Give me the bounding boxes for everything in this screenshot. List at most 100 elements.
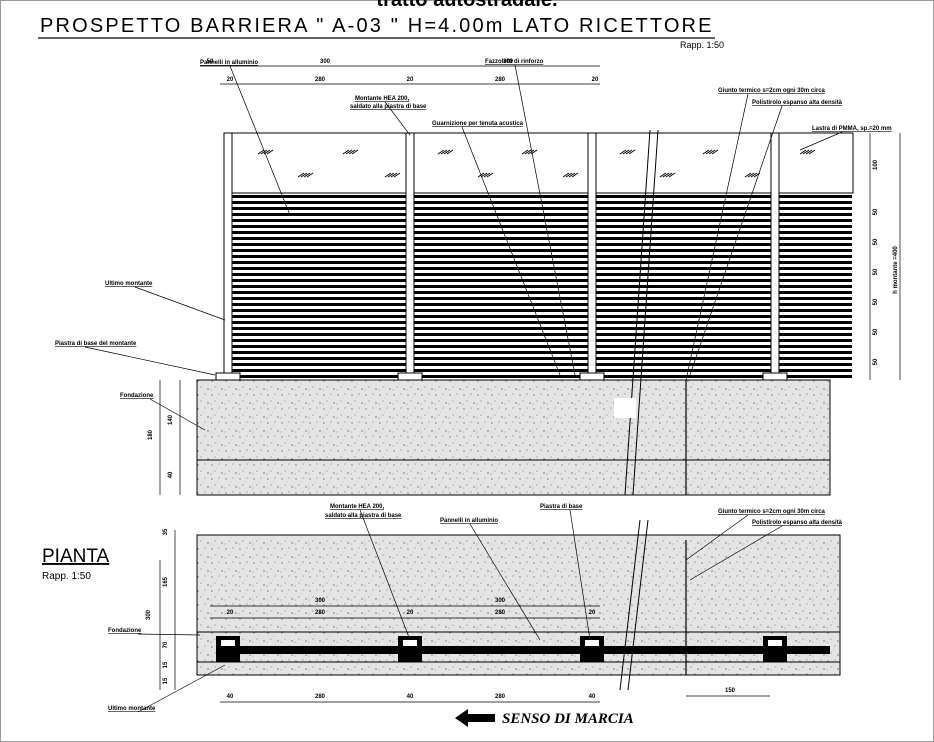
dimension: 20 xyxy=(407,610,414,616)
slat xyxy=(232,213,852,216)
slat xyxy=(232,243,852,246)
slat xyxy=(232,333,852,336)
slat xyxy=(232,309,852,312)
slat xyxy=(232,255,852,258)
dimension: 50 xyxy=(873,208,879,215)
callout-label: Ultimo montante xyxy=(105,281,153,287)
dimension: 300 xyxy=(503,59,514,65)
break-mask xyxy=(614,398,636,418)
slat xyxy=(232,375,852,378)
post xyxy=(406,133,414,380)
slat xyxy=(232,267,852,270)
callout-label: Polistirolo espanso alta densità xyxy=(752,100,843,106)
plan-post-core xyxy=(585,640,599,646)
dimension: 280 xyxy=(315,77,326,83)
dimension: 100 xyxy=(873,159,879,170)
dimension: 50 xyxy=(873,328,879,335)
slat xyxy=(232,237,852,240)
slat xyxy=(232,339,852,342)
post xyxy=(224,133,232,380)
callout-label: Fondazione xyxy=(108,628,142,634)
callout-label: Guarnizione per tenuta acustica xyxy=(432,121,524,127)
dimension: 180 xyxy=(148,429,154,440)
callout-label: Lastra di PMMA, sp.=20 mm xyxy=(812,126,892,132)
dimension: 20 xyxy=(589,610,596,616)
callout-label: Giunto termico s=2cm ogni 30m circa xyxy=(718,509,826,515)
dimension: 280 xyxy=(495,694,506,700)
plan-post xyxy=(216,636,240,662)
slat xyxy=(232,363,852,366)
slat xyxy=(232,261,852,264)
dimension: 20 xyxy=(227,610,234,616)
cut-text: tratto autostradale. xyxy=(376,0,557,11)
dimension: 300 xyxy=(315,598,326,604)
plan-post-core xyxy=(768,640,782,646)
drawing: tratto autostradale. PROSPETTO BARRIERA "… xyxy=(0,0,934,742)
callout-label: Montante HEA 200, xyxy=(330,504,384,510)
slat xyxy=(232,303,852,306)
dimension: 35 xyxy=(163,528,169,535)
callout-label: Piastra di base del montante xyxy=(55,341,137,347)
dimension: 40 xyxy=(407,694,414,700)
dimension: 20 xyxy=(407,77,414,83)
dimension: 15 xyxy=(163,661,169,668)
slat xyxy=(232,291,852,294)
scale: Rapp. 1:50 xyxy=(680,40,724,50)
callout-label: Fondazione xyxy=(120,393,154,399)
slat xyxy=(232,285,852,288)
title: PROSPETTO BARRIERA " A-03 " H=4.00m LATO… xyxy=(40,15,712,37)
slat xyxy=(232,279,852,282)
callout-label: Piastra di base xyxy=(540,504,583,510)
plan-post xyxy=(580,636,604,662)
base-plate xyxy=(580,373,604,380)
direction-label: SENSO DI MARCIA xyxy=(502,711,634,727)
slat xyxy=(232,195,852,198)
height-label: h montante =400 xyxy=(893,246,899,294)
post xyxy=(771,133,779,380)
dimension: 50 xyxy=(873,268,879,275)
callout-label: Montante HEA 200, xyxy=(355,96,409,102)
base-plate xyxy=(763,373,787,380)
slat xyxy=(232,225,852,228)
callout-label: Giunto termico s=2cm ogni 30m circa xyxy=(718,88,826,94)
callout-label: Pannelli in alluminio xyxy=(440,518,498,524)
callout-label: Ultimo montante xyxy=(108,706,156,712)
dimension: 70 xyxy=(163,641,169,648)
slat xyxy=(232,345,852,348)
slat xyxy=(232,273,852,276)
plan-post-core xyxy=(403,640,417,646)
plan-post-core xyxy=(221,640,235,646)
dimension: 50 xyxy=(873,238,879,245)
dimension: 50 xyxy=(873,298,879,305)
plan-title: PIANTA xyxy=(42,546,110,567)
post xyxy=(588,133,596,380)
dimension: 300 xyxy=(320,59,331,65)
callout-label: Fazzoletti di rinforzo xyxy=(485,59,544,65)
callout-label: saldato alla piastra di base xyxy=(325,513,402,519)
plan-scale: Rapp. 1:50 xyxy=(42,571,91,582)
dimension: 280 xyxy=(495,610,506,616)
dimension: 280 xyxy=(495,77,506,83)
dimension: 40 xyxy=(589,694,596,700)
slat xyxy=(232,249,852,252)
dimension: 20 xyxy=(227,77,234,83)
dimension: 40 xyxy=(168,471,174,478)
dimension: 50 xyxy=(873,358,879,365)
base-plate xyxy=(398,373,422,380)
slat xyxy=(232,369,852,372)
dimension: 150 xyxy=(725,688,736,694)
slat xyxy=(232,315,852,318)
dimension: 40 xyxy=(227,694,234,700)
slat xyxy=(232,321,852,324)
slat xyxy=(232,231,852,234)
dimension: 280 xyxy=(315,610,326,616)
base-plate xyxy=(216,373,240,380)
slat xyxy=(232,219,852,222)
dimension: 50 xyxy=(207,59,214,65)
callout-label: saldato alla piastra di base xyxy=(350,104,427,110)
slat xyxy=(232,207,852,210)
slat xyxy=(232,297,852,300)
dimension: 140 xyxy=(168,414,174,425)
dimension: 165 xyxy=(163,576,169,587)
dimension: 300 xyxy=(146,609,152,620)
